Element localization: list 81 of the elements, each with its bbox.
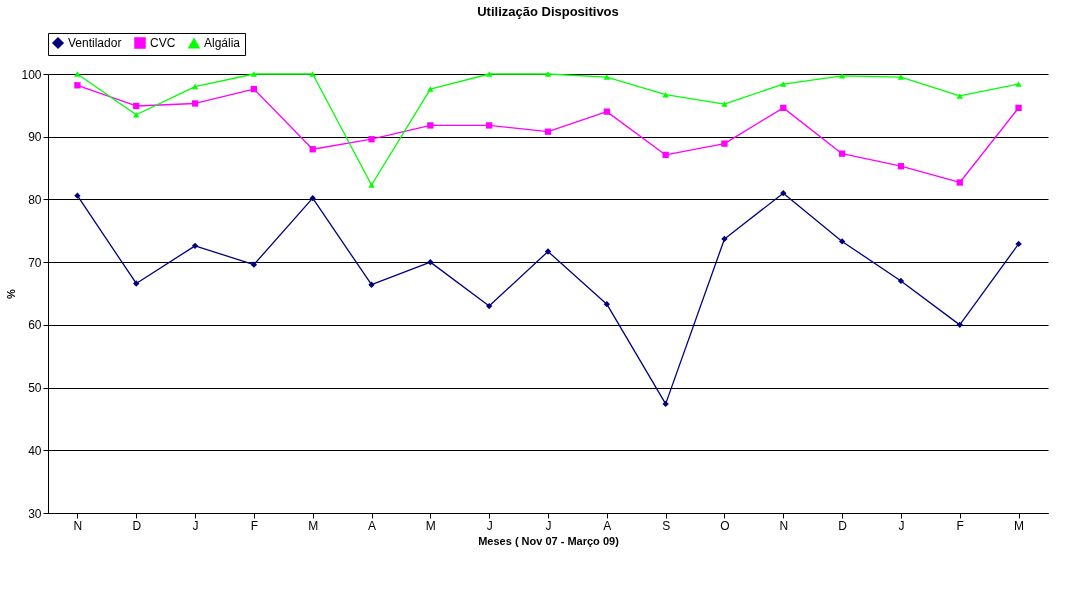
y-tick-label: 40 <box>28 443 42 458</box>
y-tick-label: 90 <box>28 130 42 145</box>
point <box>427 86 434 92</box>
point <box>603 301 610 308</box>
point <box>1015 104 1022 112</box>
point <box>133 112 140 118</box>
point <box>486 71 493 77</box>
x-tick-label: A <box>368 518 377 533</box>
point <box>838 238 846 245</box>
y-tick-label: 100 <box>21 67 42 82</box>
x-tick-label: F <box>250 518 259 533</box>
y-tick-label: 70 <box>28 255 42 270</box>
x-tick-label: J <box>192 518 199 533</box>
chart-title: Utilização Dispositivos <box>477 3 619 19</box>
x-tick-label: M <box>1014 518 1025 533</box>
point <box>368 136 375 143</box>
x-tick-label: D <box>132 518 142 533</box>
point <box>133 280 140 287</box>
point <box>897 163 905 170</box>
x-tick-label: N <box>73 518 83 533</box>
point <box>1015 240 1022 248</box>
point <box>191 100 199 107</box>
legend-label: Algália <box>204 36 241 51</box>
point <box>309 146 316 153</box>
x-tick-label: J <box>545 518 552 533</box>
point <box>250 71 258 77</box>
point <box>544 248 552 255</box>
point <box>780 81 787 87</box>
legend-label: CVC <box>150 36 176 50</box>
point <box>250 261 258 268</box>
point <box>603 108 610 115</box>
point <box>486 302 493 310</box>
y-tick-label: 80 <box>28 192 42 207</box>
point <box>897 74 905 80</box>
point <box>1015 81 1022 87</box>
x-tick-label: M <box>425 518 436 533</box>
point <box>368 281 375 288</box>
x-tick-label: F <box>956 518 964 533</box>
x-tick-label: J <box>486 518 493 533</box>
x-tick-label: D <box>838 518 848 533</box>
y-axis-title: % <box>5 288 18 299</box>
point <box>368 182 375 188</box>
x-tick-label: S <box>662 518 671 533</box>
point <box>544 71 552 77</box>
x-axis-title: Meses ( Nov 07 - Março 09) <box>478 534 620 547</box>
point <box>603 74 610 80</box>
point <box>956 321 963 329</box>
point <box>309 195 316 202</box>
point <box>838 73 846 79</box>
point <box>544 128 552 135</box>
point <box>74 82 81 89</box>
point <box>721 235 728 243</box>
point <box>250 85 258 93</box>
x-tick-label: N <box>779 518 789 533</box>
point <box>309 71 316 77</box>
point <box>133 102 140 110</box>
point <box>662 151 669 159</box>
point <box>74 71 81 77</box>
point <box>897 277 905 285</box>
point <box>780 104 787 112</box>
point <box>956 93 963 99</box>
point <box>780 190 787 197</box>
point <box>838 150 846 157</box>
point <box>427 258 434 266</box>
x-tick-label: O <box>720 518 730 533</box>
y-tick-label: 50 <box>28 381 42 396</box>
point <box>721 140 728 147</box>
point <box>191 83 199 90</box>
x-tick-label: A <box>603 518 612 533</box>
point <box>662 400 669 408</box>
x-tick-label: J <box>898 518 905 533</box>
point <box>721 101 728 107</box>
point <box>191 242 199 249</box>
point <box>486 122 493 129</box>
y-tick-label: 30 <box>28 506 42 521</box>
x-tick-label: M <box>308 518 319 533</box>
point <box>74 192 81 199</box>
point <box>427 122 434 129</box>
y-tick-label: 60 <box>28 318 42 333</box>
legend-label: Ventilador <box>68 36 122 50</box>
point <box>956 179 963 186</box>
